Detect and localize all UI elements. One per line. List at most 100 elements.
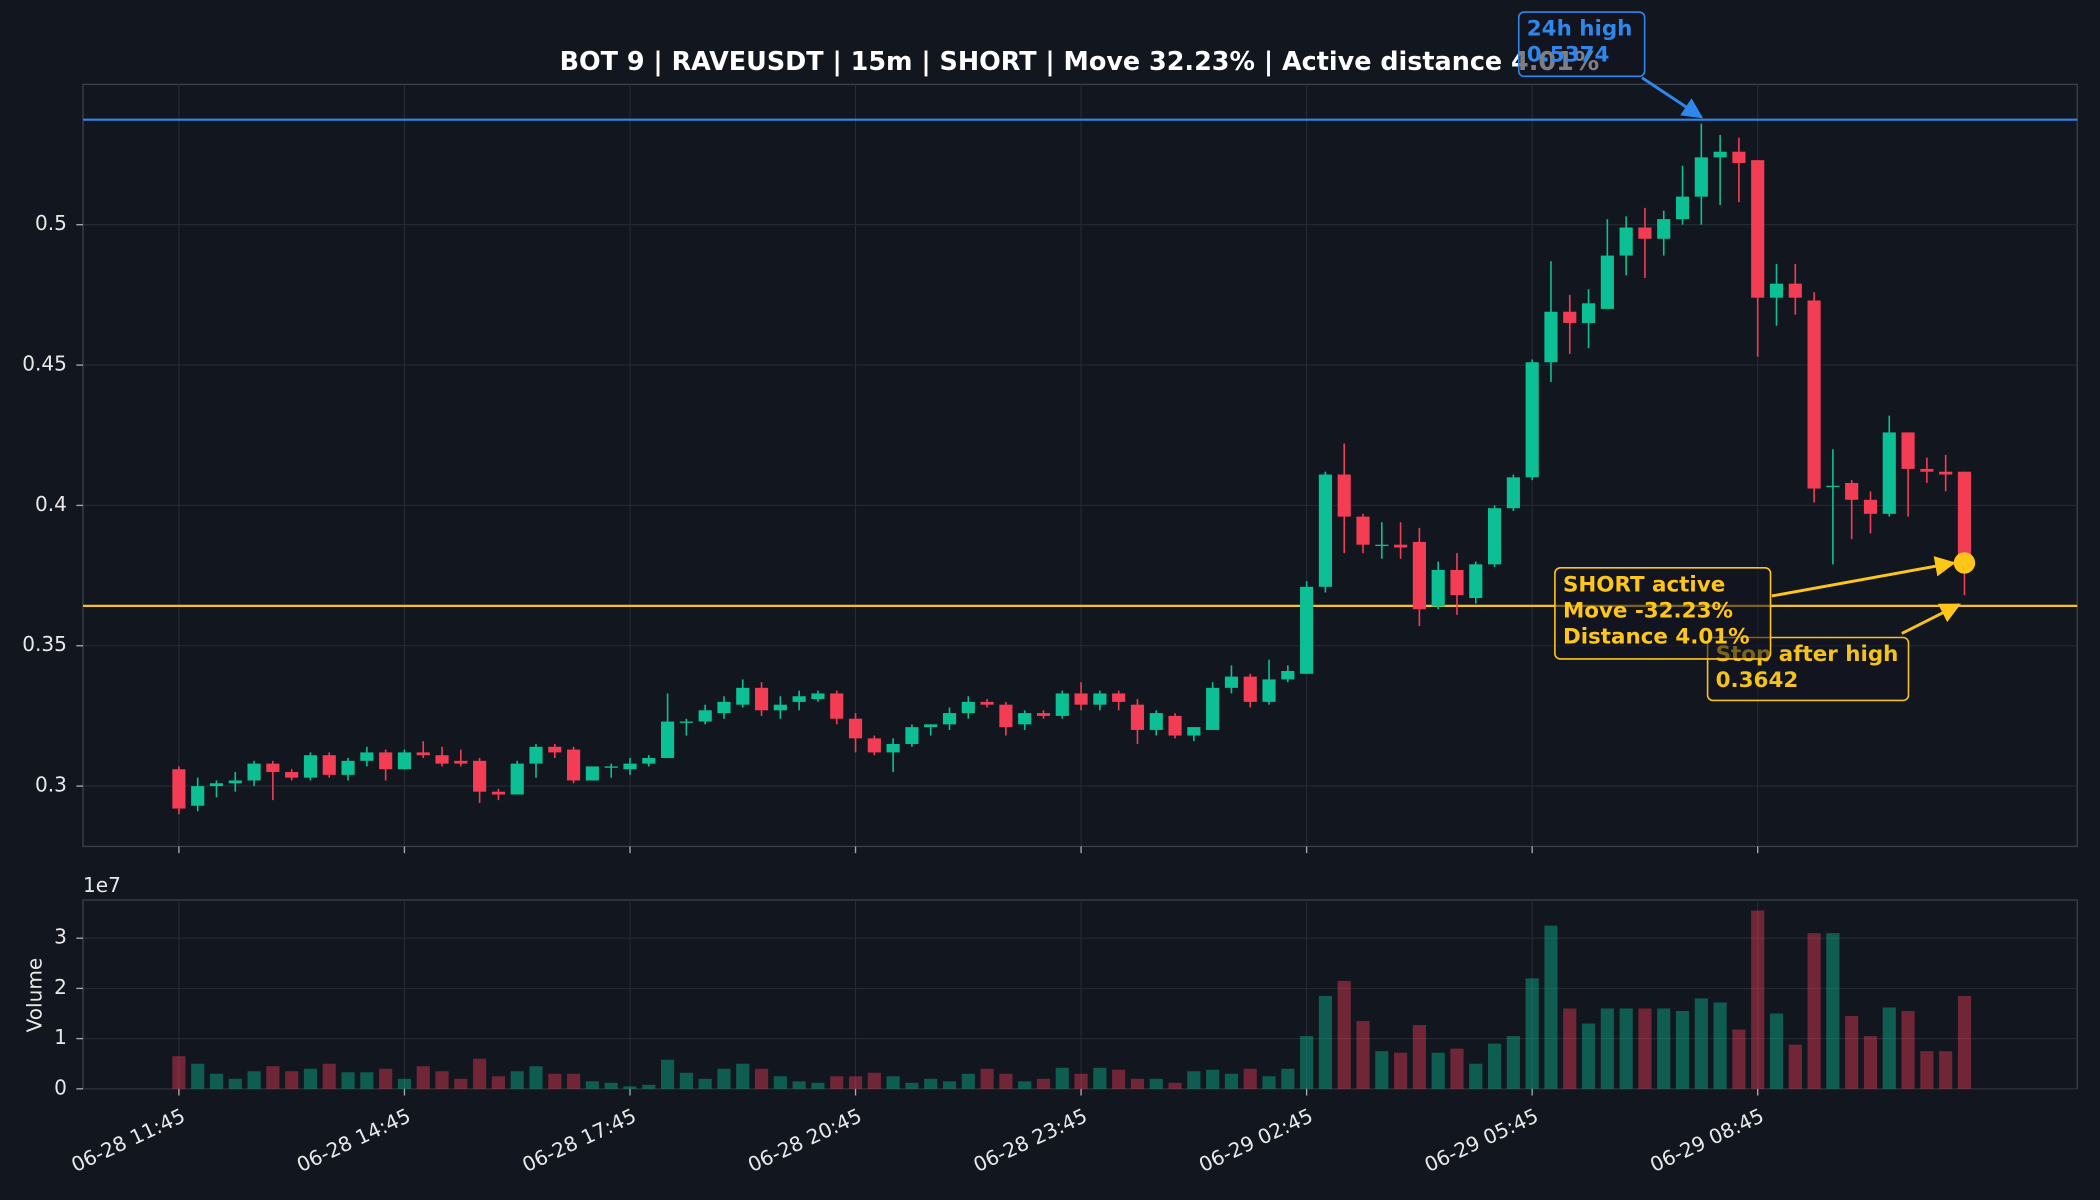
candle-body — [1206, 687, 1220, 730]
volume-bar — [303, 1068, 318, 1089]
volume-bar — [1600, 1008, 1614, 1089]
volume-bar — [1581, 1023, 1596, 1089]
volume-bar — [1732, 1029, 1746, 1089]
candle-body — [454, 760, 468, 764]
annotation-text: 24h high — [1527, 16, 1633, 41]
volume-bar — [1882, 1007, 1896, 1089]
candle-body — [285, 772, 299, 778]
candle-body — [773, 704, 787, 711]
candle-body — [1018, 713, 1032, 725]
candle-body — [1187, 727, 1201, 736]
candle-body — [1149, 713, 1163, 730]
volume-panel — [82, 899, 2078, 1090]
volume-bar — [491, 1076, 505, 1089]
volume-bar — [905, 1082, 919, 1089]
volume-bar — [1863, 1036, 1878, 1089]
candle-body — [642, 758, 656, 764]
volume-bar — [754, 1068, 769, 1089]
volume-bar — [1826, 933, 1840, 1089]
candle-body — [1788, 283, 1802, 298]
volume-bar — [1149, 1078, 1163, 1089]
candle-body — [1450, 569, 1464, 596]
volume-bar — [1957, 995, 1972, 1089]
annotation-box — [1517, 11, 1646, 78]
volume-bar — [1224, 1073, 1239, 1089]
volume-bar — [1036, 1078, 1051, 1089]
candle-body — [736, 687, 750, 705]
candle-body — [679, 721, 693, 723]
volume-bar — [886, 1076, 900, 1089]
volume-bar — [379, 1068, 393, 1089]
candle-body — [830, 693, 844, 719]
volume-bar — [1206, 1069, 1220, 1089]
volume-tick-label: 1 — [54, 1025, 67, 1049]
candle-body — [341, 760, 355, 775]
annotation-text: 0.5374 — [1527, 43, 1610, 68]
candle-body — [1920, 468, 1934, 472]
volume-bar — [811, 1082, 825, 1089]
candle-body — [303, 755, 318, 778]
volume-offset: 1e7 — [83, 873, 121, 897]
candle-body — [1807, 300, 1821, 489]
volume-bar — [924, 1078, 938, 1089]
candle-body — [1845, 482, 1859, 500]
volume-bar — [1187, 1071, 1201, 1089]
volume-bar — [1675, 1010, 1690, 1089]
volume-bar — [999, 1073, 1013, 1089]
candle-body — [1882, 432, 1896, 514]
volume-bar — [1450, 1048, 1464, 1089]
volume-bar — [341, 1072, 355, 1089]
volume-bar — [548, 1073, 562, 1089]
candle-body — [905, 727, 919, 744]
candle-body — [717, 701, 731, 714]
candle-body — [848, 718, 863, 739]
volume-bar — [642, 1084, 656, 1089]
annotation-arrow — [1641, 76, 1704, 119]
volume-bar — [172, 1056, 186, 1089]
candle-body — [1732, 151, 1746, 163]
candle-body — [1487, 508, 1502, 565]
candle-body — [1769, 283, 1784, 298]
candle-body — [1638, 227, 1652, 239]
volume-bar — [1168, 1082, 1182, 1089]
candle-body — [548, 746, 562, 753]
candle-body — [924, 724, 938, 728]
candle-body — [209, 783, 224, 787]
volume-bar — [1769, 1013, 1784, 1089]
annotation-text: SHORT active — [1563, 572, 1725, 597]
y-tick-label: 0.45 — [22, 352, 67, 376]
candle-body — [1394, 544, 1408, 548]
volume-bar — [322, 1063, 336, 1089]
volume-bar — [1318, 995, 1332, 1089]
volume-bar — [567, 1073, 581, 1089]
volume-bar — [1394, 1052, 1408, 1089]
candle-body — [942, 713, 957, 725]
current-marker — [1953, 552, 1976, 574]
y-tick-label: 0.5 — [35, 211, 67, 235]
volume-bar — [1920, 1051, 1934, 1089]
volume-bar — [1845, 1016, 1859, 1089]
candle-body — [811, 693, 825, 700]
candle-body — [266, 763, 280, 773]
volume-bar — [1619, 1008, 1633, 1089]
candle-body — [491, 791, 505, 795]
volume-bar — [529, 1066, 543, 1089]
candle-body — [172, 769, 186, 809]
volume-bar — [585, 1081, 599, 1089]
candle-body — [1863, 499, 1878, 514]
candle-body — [961, 701, 975, 714]
candle-body — [1281, 671, 1295, 680]
candle-body — [1431, 569, 1445, 607]
candle-body — [191, 786, 205, 806]
volume-bar — [1337, 980, 1351, 1089]
volume-bar — [247, 1071, 261, 1089]
volume-bar — [228, 1078, 242, 1089]
candle-body — [1901, 432, 1915, 469]
volume-bar — [473, 1058, 487, 1089]
volume-bar — [660, 1059, 675, 1089]
candle-body — [1544, 311, 1558, 363]
candle-body — [1055, 693, 1069, 716]
candle-body — [473, 760, 487, 792]
candle-body — [698, 710, 712, 722]
candle-body — [1036, 713, 1051, 716]
